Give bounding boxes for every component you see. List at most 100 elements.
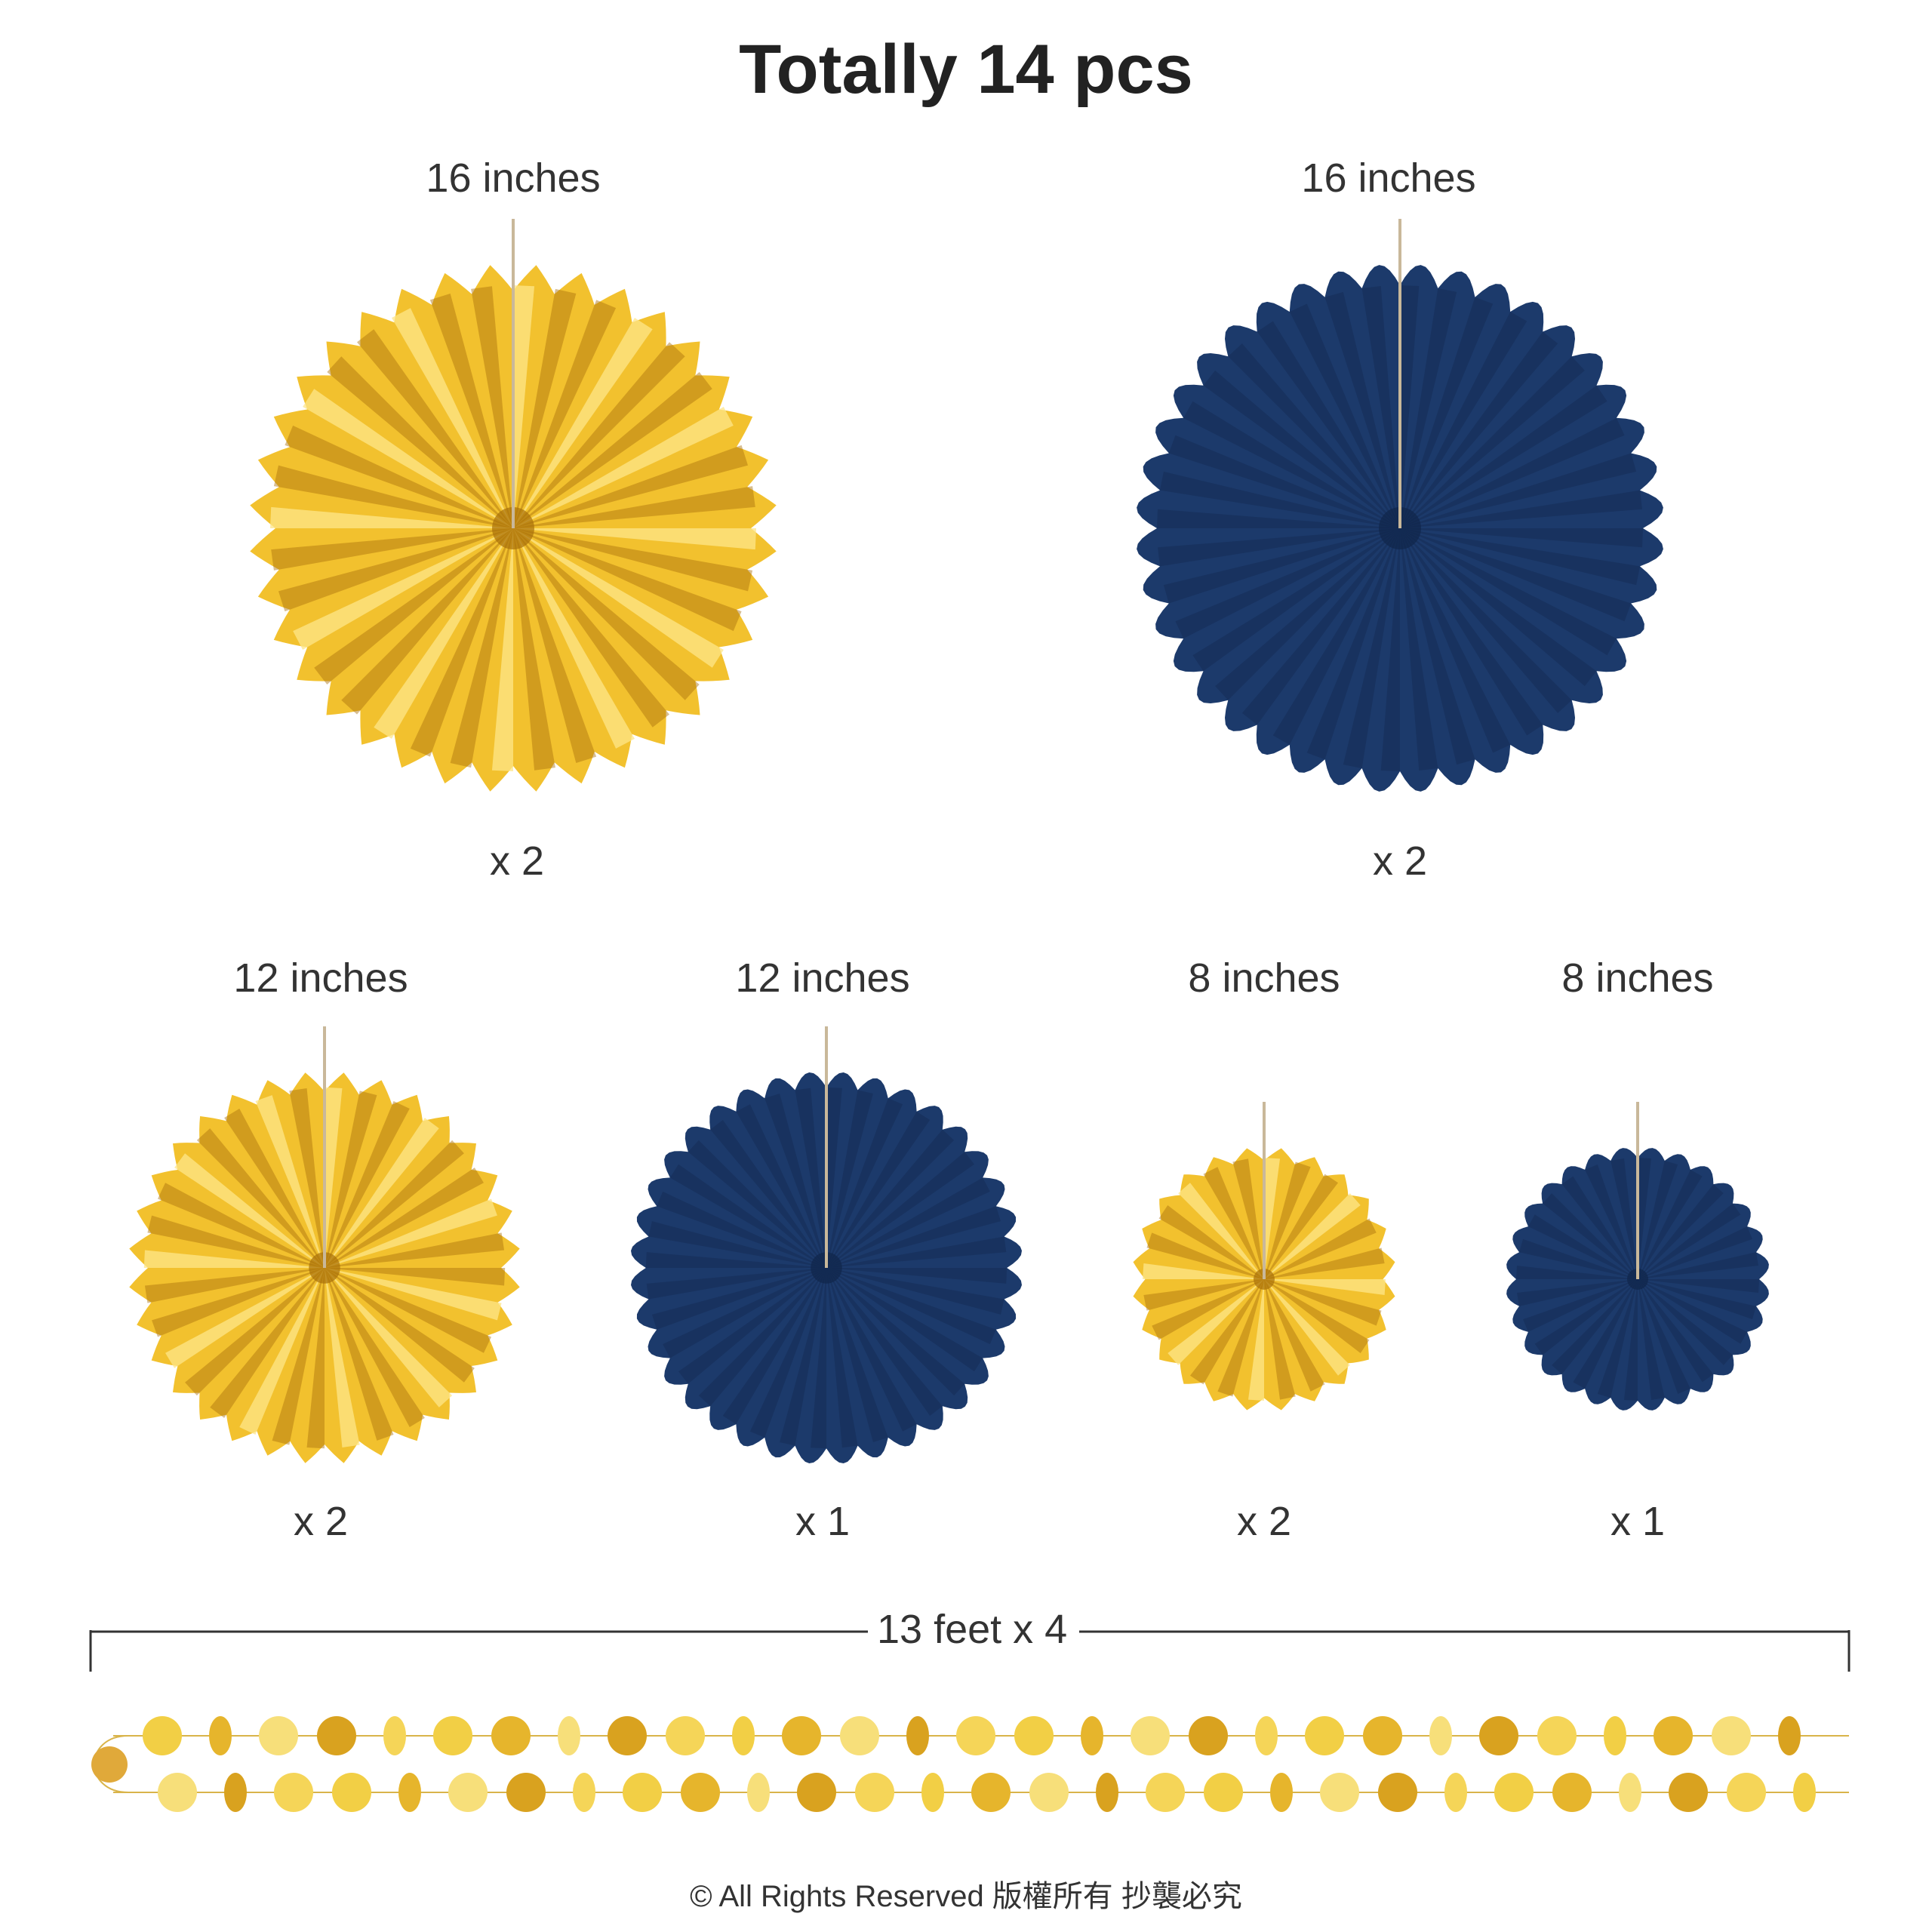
garland-dot — [747, 1773, 770, 1812]
fan-fold — [1361, 285, 1400, 528]
navy-fan-graphic — [631, 1026, 1022, 1463]
garland-dot — [398, 1773, 421, 1812]
gold-fan-graphic — [1133, 1102, 1395, 1411]
fan-fold — [1400, 528, 1475, 765]
fan-fold — [1241, 528, 1400, 725]
fan-fold — [325, 1268, 475, 1383]
fan-fold — [710, 1120, 826, 1268]
fan-fold — [1264, 1279, 1296, 1400]
fan-fold — [1264, 1279, 1370, 1354]
fan-fold — [1638, 1279, 1665, 1400]
fan-fold — [1638, 1279, 1690, 1394]
fan-fold — [1638, 1226, 1752, 1279]
fan-fold — [826, 1098, 903, 1268]
fan-fold — [1638, 1161, 1678, 1279]
fan-fold — [1306, 528, 1400, 760]
fan-fold — [314, 528, 513, 685]
fan-fold — [1552, 1279, 1638, 1374]
garland-dot — [573, 1773, 595, 1812]
fan-fold — [826, 1111, 931, 1268]
garland-dot — [681, 1773, 720, 1812]
fan-fold — [826, 1268, 858, 1448]
garland-dot — [1552, 1773, 1592, 1812]
fan-fold — [325, 1168, 484, 1268]
garland-dot — [1654, 1716, 1693, 1755]
copyright-footer: © All Rights Reserved 版權所有 抄襲必究 — [690, 1880, 1242, 1913]
garland-dot — [1669, 1773, 1708, 1812]
garland-dot — [1146, 1773, 1185, 1812]
fan-fold — [1264, 1279, 1350, 1376]
garland-dot — [1270, 1773, 1293, 1812]
garland-dot — [209, 1716, 232, 1755]
fan-fold — [513, 528, 635, 749]
gold-fan-graphic — [250, 219, 777, 792]
fan-fold — [736, 1104, 826, 1268]
fan-fold — [513, 318, 653, 528]
fan-fold — [303, 389, 513, 528]
fan-fold — [325, 1198, 497, 1268]
garland-dot — [1096, 1773, 1118, 1812]
gold-fan-small — [1132, 1102, 1396, 1411]
fan-fold — [669, 1164, 826, 1268]
fan-fold — [1638, 1252, 1758, 1279]
fan-fold — [1146, 1232, 1264, 1279]
fan-fold — [325, 1232, 505, 1268]
garland-dot — [506, 1773, 546, 1812]
garland-dot — [1778, 1716, 1801, 1755]
fan-fold — [1623, 1279, 1638, 1401]
fan-fold — [826, 1268, 965, 1396]
fan-fold — [1215, 528, 1400, 700]
fan-fold — [513, 300, 617, 528]
fan-fold — [1247, 1279, 1264, 1401]
fan-fold — [513, 528, 742, 632]
item-size-label: 16 inches — [426, 155, 601, 201]
fan-fold — [795, 1088, 826, 1268]
fan-fold — [325, 1140, 464, 1268]
fan-fold — [144, 1268, 325, 1303]
fan-fold — [325, 1268, 491, 1353]
fan-fold — [450, 528, 513, 768]
fan-fold — [1400, 356, 1585, 528]
gold-fan-medium — [128, 1026, 521, 1464]
garland-dot — [383, 1716, 406, 1755]
fan-fold — [289, 1088, 325, 1268]
fan-fold — [224, 1109, 325, 1268]
fan-fold — [491, 528, 513, 771]
fan-fold — [826, 1129, 955, 1268]
fan-fold — [325, 1091, 377, 1268]
fan-fold — [1264, 1247, 1385, 1279]
fan-fold — [1189, 1279, 1264, 1385]
fan-fold — [1400, 528, 1511, 753]
navy-fan-graphic — [1506, 1102, 1769, 1411]
fan-fold — [1400, 312, 1527, 528]
fan-fold — [688, 1140, 826, 1268]
garland-dots — [91, 1716, 1849, 1812]
fan-fold — [1152, 1279, 1264, 1340]
fan-fold — [285, 425, 513, 528]
fan-fold — [1289, 303, 1400, 528]
fan-fold — [1228, 343, 1400, 528]
fan-fold — [1400, 528, 1632, 622]
fan-fold — [325, 1101, 410, 1268]
fan-fold — [1400, 528, 1438, 771]
fan-fold — [826, 1268, 1004, 1315]
fan-fold — [325, 1268, 453, 1407]
item-size-label: 8 inches — [1561, 955, 1714, 1001]
fan-fold — [1183, 401, 1400, 528]
navy-fan-graphic — [1137, 219, 1663, 792]
garland-dot — [1363, 1716, 1402, 1755]
fan-fold — [174, 1153, 325, 1268]
fan-fold — [357, 329, 513, 528]
fan-fold — [325, 1087, 343, 1268]
fan-fold — [1158, 1204, 1264, 1279]
fan-fold — [410, 528, 513, 757]
fan-fold — [255, 1095, 325, 1268]
fan-fold — [1159, 471, 1400, 528]
fan-fold — [651, 1268, 826, 1330]
fan-fold — [1638, 1169, 1703, 1279]
fan-fold — [657, 1191, 826, 1268]
fan-fold — [764, 1093, 826, 1268]
garland-dot — [1494, 1773, 1534, 1812]
garland-dot — [259, 1716, 298, 1755]
fan-fold — [1264, 1161, 1311, 1279]
